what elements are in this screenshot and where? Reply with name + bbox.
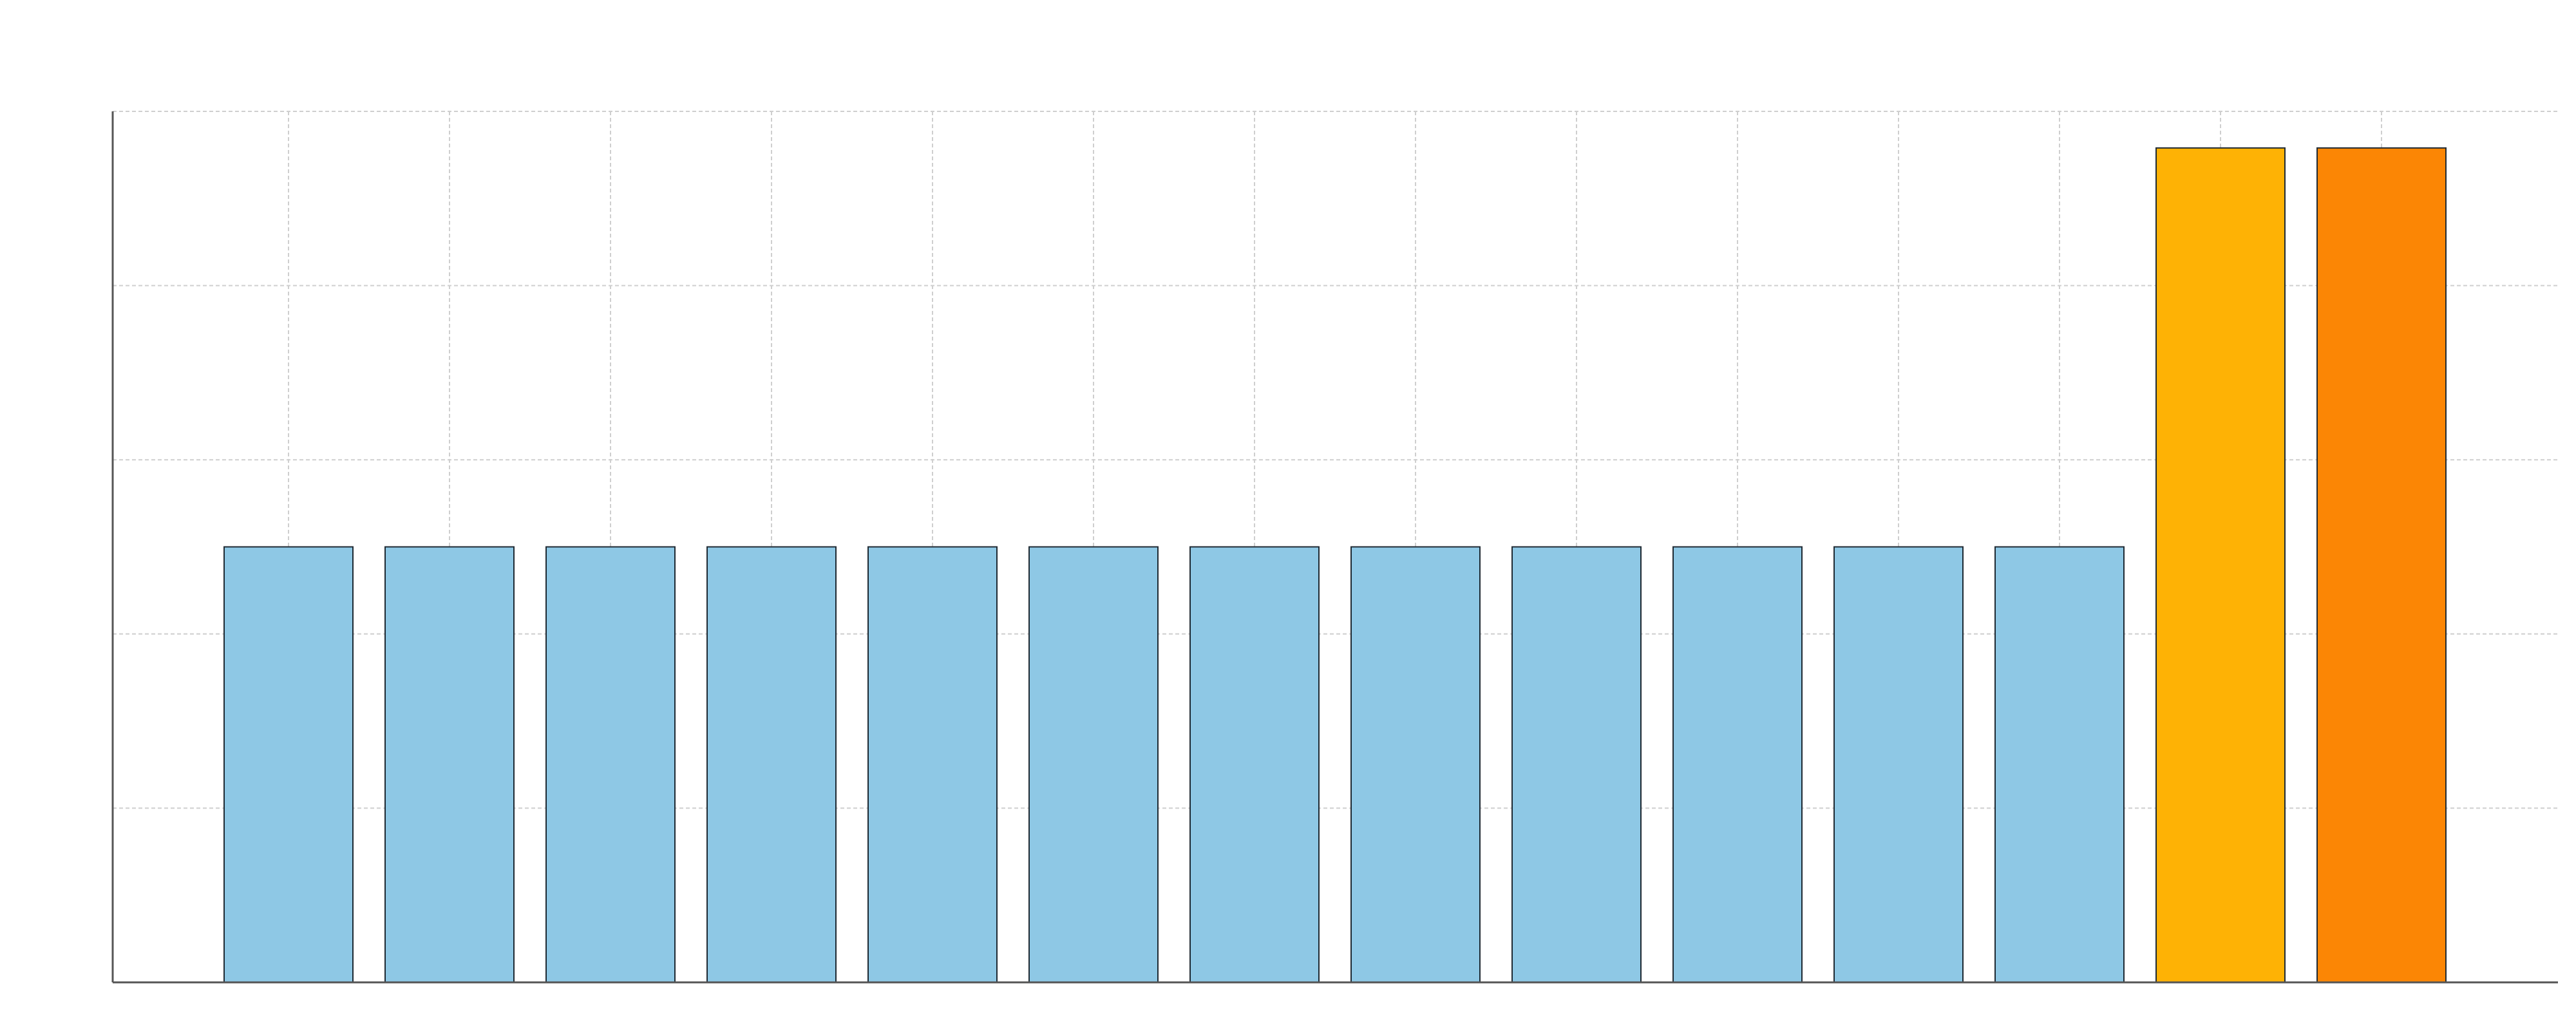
bar-14 [2316, 147, 2447, 983]
bar-1 [223, 546, 354, 983]
bar-6 [1028, 546, 1159, 983]
bar-5 [867, 546, 998, 983]
bar-12 [1994, 546, 2125, 983]
bar-7 [1189, 546, 1320, 983]
grid-lines [113, 111, 2558, 982]
bar-8 [1350, 546, 1481, 983]
axes [111, 111, 2558, 984]
bar-9 [1511, 546, 1642, 983]
bar-2 [384, 546, 515, 983]
bar-10 [1672, 546, 1803, 983]
bar-13 [2155, 147, 2286, 983]
bar-4 [706, 546, 837, 983]
bars [223, 147, 2447, 983]
bar-11 [1833, 546, 1964, 983]
bar-3 [545, 546, 676, 983]
